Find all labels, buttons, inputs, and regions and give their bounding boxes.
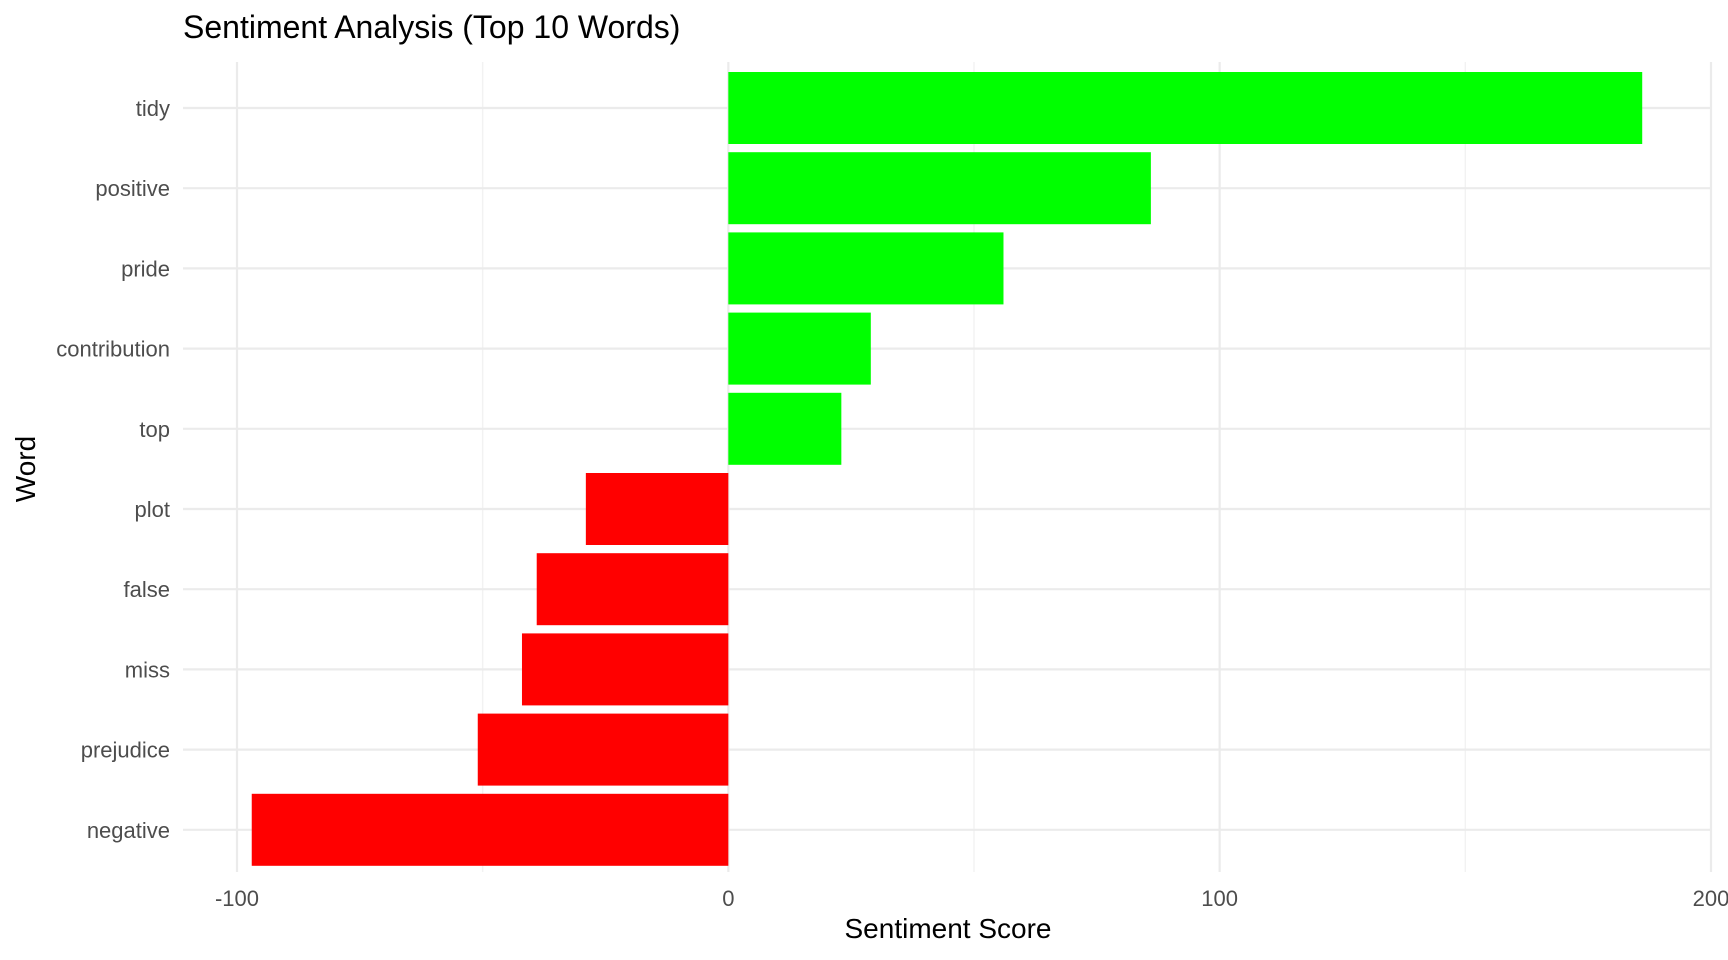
- y-tick-labels: tidy positive pride contribution top plot fals…: [56, 96, 170, 843]
- bar-contribution: [728, 312, 871, 385]
- bars-layer: [251, 72, 1643, 866]
- y-tick-label: prejudice: [81, 738, 170, 763]
- y-tick-label: miss: [125, 657, 170, 682]
- x-tick-label: 200: [1693, 886, 1728, 911]
- bar-tidy: [728, 72, 1643, 144]
- y-tick-label: positive: [95, 176, 170, 201]
- bar-plot: [585, 473, 729, 545]
- y-axis-title: Word: [10, 436, 41, 502]
- x-tick-labels: -100 0 100 200: [215, 886, 1728, 911]
- bar-negative: [251, 793, 729, 866]
- bar-prejudice: [477, 713, 729, 786]
- bar-false: [536, 553, 729, 626]
- y-tick-label: negative: [87, 818, 170, 843]
- y-tick-label: contribution: [56, 337, 170, 362]
- y-tick-label: pride: [121, 256, 170, 281]
- bar-positive: [728, 152, 1151, 225]
- y-tick-label: top: [139, 417, 170, 442]
- grid-layer: [183, 62, 1713, 872]
- y-tick-label: false: [124, 577, 170, 602]
- bar-top: [728, 392, 842, 465]
- bar-miss: [521, 633, 729, 706]
- y-tick-label: plot: [135, 497, 170, 522]
- y-tick-label: tidy: [136, 96, 170, 121]
- x-tick-label: -100: [215, 886, 259, 911]
- chart-title: Sentiment Analysis (Top 10 Words): [183, 9, 680, 45]
- x-axis-title: Sentiment Score: [845, 913, 1052, 944]
- x-tick-label: 100: [1201, 886, 1238, 911]
- bar-pride: [728, 232, 1004, 305]
- x-tick-label: 0: [722, 886, 734, 911]
